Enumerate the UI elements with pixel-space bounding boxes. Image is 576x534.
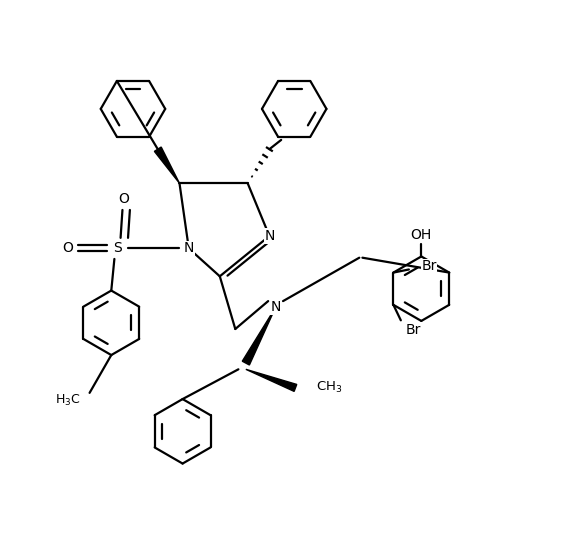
Text: O: O bbox=[62, 241, 73, 255]
Text: CH$_3$: CH$_3$ bbox=[316, 380, 342, 396]
Text: Br: Br bbox=[406, 323, 421, 336]
Text: S: S bbox=[113, 241, 122, 255]
Text: Br: Br bbox=[421, 260, 437, 273]
Text: N: N bbox=[184, 241, 194, 255]
Text: O: O bbox=[118, 192, 129, 206]
Text: OH: OH bbox=[411, 228, 432, 242]
Polygon shape bbox=[242, 307, 275, 365]
Text: N: N bbox=[264, 229, 275, 243]
Polygon shape bbox=[154, 147, 180, 183]
Text: N: N bbox=[270, 300, 281, 315]
Text: H$_3$C: H$_3$C bbox=[55, 393, 80, 408]
Polygon shape bbox=[246, 370, 297, 391]
